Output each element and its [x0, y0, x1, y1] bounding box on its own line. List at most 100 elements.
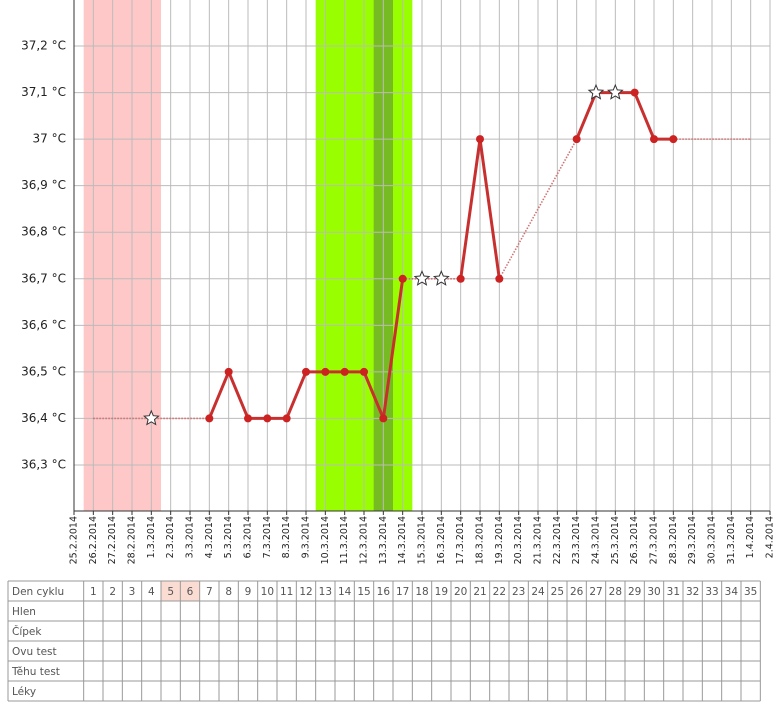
day-number: 19 — [435, 586, 448, 598]
day-number: 27 — [589, 586, 602, 598]
day-number: 16 — [377, 586, 391, 598]
day-number: 7 — [206, 586, 213, 598]
day-number: 4 — [148, 586, 155, 598]
day-number: 5 — [167, 586, 174, 598]
y-tick-label: 37,1 °C — [21, 85, 66, 99]
day-number: 28 — [609, 586, 622, 598]
table-header: Den cyklu — [12, 586, 64, 598]
day-number: 18 — [415, 586, 428, 598]
temperature-point — [456, 274, 465, 283]
day-number: 34 — [725, 586, 739, 598]
temperature-line — [478, 138, 501, 279]
temperature-point — [750, 138, 752, 140]
row-label: Léky — [12, 686, 36, 698]
x-tick-label: 13.3.2014 — [378, 516, 389, 564]
x-tick-label: 22.3.2014 — [552, 516, 563, 564]
x-tick-label: 1.3.2014 — [146, 516, 157, 558]
x-tick-label: 23.3.2014 — [571, 516, 582, 564]
x-tick-label: 30.3.2014 — [707, 516, 718, 564]
temperature-point — [379, 414, 388, 423]
x-tick-label: 12.3.2014 — [359, 516, 370, 564]
x-tick-label: 15.3.2014 — [417, 516, 428, 564]
temperature-point — [360, 367, 368, 376]
x-tick-label: 2.4.2014 — [765, 516, 776, 558]
x-tick-label: 31.3.2014 — [726, 516, 737, 564]
x-tick-label: 4.3.2014 — [204, 516, 215, 558]
day-number: 6 — [187, 586, 194, 598]
x-tick-label: 19.3.2014 — [494, 516, 505, 564]
temperature-line — [498, 138, 578, 280]
temperature-point — [263, 414, 272, 423]
x-tick-label: 3.3.2014 — [185, 516, 196, 558]
y-tick-label: 37 °C — [33, 132, 66, 146]
temperature-line — [285, 371, 308, 419]
day-number: 2 — [109, 586, 116, 598]
temperature-point — [495, 274, 504, 283]
x-tick-label: 2.3.2014 — [165, 516, 176, 558]
day-number: 30 — [647, 586, 660, 598]
x-tick-label: 18.3.2014 — [475, 516, 486, 564]
phase-band — [83, 0, 161, 511]
day-number: 10 — [261, 586, 274, 598]
y-tick-label: 37,2 °C — [21, 39, 66, 53]
temperature-star — [413, 270, 431, 286]
temperature-point — [650, 135, 658, 144]
temperature-point — [476, 135, 484, 144]
temperature-point — [398, 274, 407, 283]
day-number: 1 — [90, 586, 97, 598]
x-tick-label: 7.3.2014 — [262, 516, 273, 558]
temperature-star — [432, 270, 450, 286]
x-tick-label: 26.2.2014 — [88, 516, 99, 564]
day-number: 13 — [319, 586, 332, 598]
y-tick-label: 36,4 °C — [21, 411, 66, 425]
y-tick-label: 36,6 °C — [21, 318, 66, 332]
day-number: 29 — [628, 586, 641, 598]
x-tick-label: 16.3.2014 — [436, 516, 447, 564]
day-number: 3 — [129, 586, 136, 598]
row-label: Ovu test — [12, 646, 57, 658]
temperature-point — [205, 414, 214, 423]
x-tick-label: 28.3.2014 — [668, 516, 679, 564]
x-tick-label: 17.3.2014 — [455, 516, 466, 564]
x-tick-label: 6.3.2014 — [243, 516, 254, 558]
temperature-point — [244, 414, 252, 423]
x-tick-label: 25.3.2014 — [610, 516, 621, 564]
x-tick-label: 11.3.2014 — [339, 516, 350, 564]
day-number: 25 — [551, 586, 564, 598]
temperature-point — [321, 367, 330, 376]
day-number: 8 — [225, 586, 232, 598]
temperature-point — [302, 367, 310, 376]
x-tick-label: 27.3.2014 — [649, 516, 660, 564]
day-number: 35 — [744, 586, 757, 598]
day-number: 17 — [396, 586, 409, 598]
day-number: 14 — [338, 586, 352, 598]
temperature-line — [575, 92, 598, 140]
day-number: 26 — [570, 586, 584, 598]
y-tick-label: 36,7 °C — [21, 271, 66, 285]
x-tick-label: 1.4.2014 — [745, 516, 756, 558]
temperature-point — [630, 88, 639, 97]
day-number: 15 — [357, 586, 370, 598]
row-label: Těhu test — [11, 666, 60, 678]
temperature-point — [669, 135, 678, 144]
temperature-star — [587, 83, 605, 100]
x-tick-label: 10.3.2014 — [320, 516, 331, 564]
x-tick-label: 24.3.2014 — [591, 516, 602, 564]
temperature-point — [92, 417, 94, 419]
x-tick-label: 29.3.2014 — [687, 516, 698, 564]
day-number: 21 — [473, 586, 486, 598]
temperature-line — [227, 371, 250, 419]
highlight-cell — [180, 581, 200, 601]
y-tick-label: 36,5 °C — [21, 364, 66, 378]
x-tick-label: 28.2.2014 — [127, 516, 138, 564]
row-label: Čípek — [12, 625, 42, 638]
x-tick-label: 9.3.2014 — [301, 516, 312, 558]
y-tick-label: 36,9 °C — [21, 178, 66, 192]
highlight-cell — [161, 581, 181, 601]
x-tick-label: 20.3.2014 — [513, 516, 524, 564]
y-tick-label: 36,3 °C — [21, 457, 66, 471]
day-number: 32 — [686, 586, 699, 598]
temperature-star — [606, 83, 624, 100]
x-tick-label: 26.3.2014 — [629, 516, 640, 564]
